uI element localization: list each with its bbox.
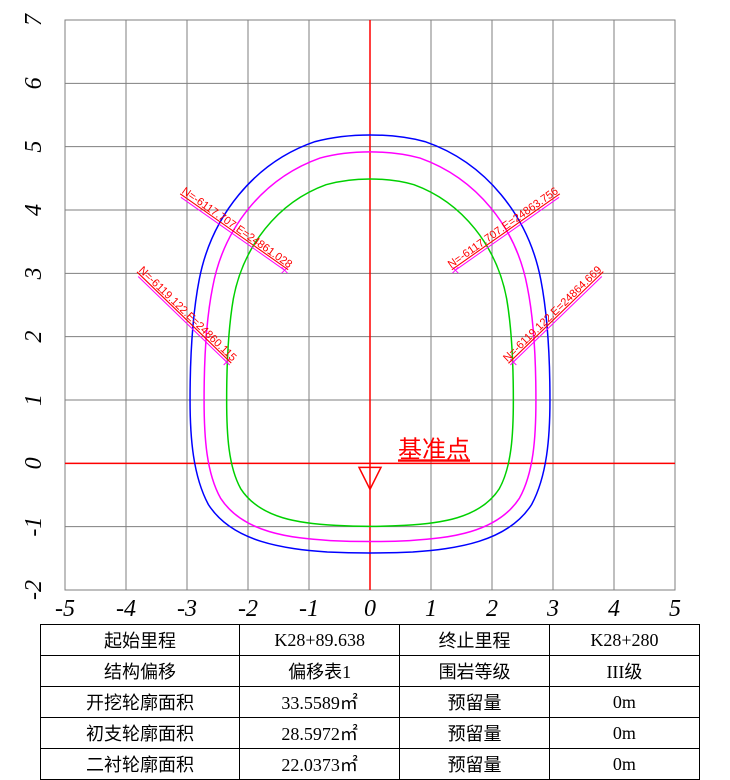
table-cell: 预留量 [400, 687, 550, 718]
svg-text:4: 4 [21, 204, 47, 216]
svg-text:2: 2 [21, 331, 47, 343]
table-cell: 22.0373㎡ [240, 749, 400, 780]
svg-text:0: 0 [21, 457, 47, 469]
info-table: 起始里程K28+89.638终止里程K28+280结构偏移偏移表1围岩等级III… [40, 624, 700, 780]
svg-text:3: 3 [21, 267, 47, 280]
y-tick-label: -1 [21, 517, 47, 537]
x-tick-label: 4 [608, 596, 620, 622]
x-tick-label: -2 [238, 596, 258, 622]
table-row: 起始里程K28+89.638终止里程K28+280 [41, 625, 700, 656]
y-tick-label: 7 [21, 13, 47, 26]
table-cell: 终止里程 [400, 625, 550, 656]
svg-text:1: 1 [21, 394, 47, 406]
table-row: 结构偏移偏移表1围岩等级III级 [41, 656, 700, 687]
table-cell: 预留量 [400, 718, 550, 749]
datum-label: 基准点 [398, 436, 470, 463]
y-tick-label: 1 [21, 394, 47, 406]
svg-text:5: 5 [21, 141, 47, 153]
table-cell: 0m [549, 749, 699, 780]
y-tick-label: 6 [21, 77, 47, 89]
svg-text:-1: -1 [21, 517, 47, 537]
table-cell: III级 [549, 656, 699, 687]
table-cell: K28+89.638 [240, 625, 400, 656]
y-tick-label: 2 [21, 331, 47, 343]
x-tick-label: 2 [486, 596, 498, 622]
x-tick-label: -5 [55, 596, 75, 622]
figure-container: -5-4-3-2-1012345-2-101234567基准点N=-6117.7… [0, 0, 730, 769]
svg-text:-2: -2 [21, 580, 47, 600]
plot-svg: -5-4-3-2-1012345-2-101234567基准点N=-6117.7… [0, 0, 730, 624]
svg-text:7: 7 [21, 13, 47, 26]
table-cell: 初支轮廓面积 [41, 718, 240, 749]
y-tick-label: -2 [21, 580, 47, 600]
table-cell: 28.5972㎡ [240, 718, 400, 749]
table-row: 初支轮廓面积28.5972㎡预留量0m [41, 718, 700, 749]
x-tick-label: 5 [669, 596, 681, 622]
table-cell: 偏移表1 [240, 656, 400, 687]
y-tick-label: 0 [21, 457, 47, 469]
table-cell: 33.5589㎡ [240, 687, 400, 718]
table-cell: K28+280 [549, 625, 699, 656]
table-cell: 预留量 [400, 749, 550, 780]
table-row: 开挖轮廓面积33.5589㎡预留量0m [41, 687, 700, 718]
x-tick-label: 0 [364, 596, 376, 622]
table-cell: 起始里程 [41, 625, 240, 656]
table-cell: 开挖轮廓面积 [41, 687, 240, 718]
x-tick-label: 1 [425, 596, 437, 622]
y-tick-label: 5 [21, 141, 47, 153]
table-cell: 围岩等级 [400, 656, 550, 687]
y-tick-label: 4 [21, 204, 47, 216]
x-tick-label: -3 [177, 596, 197, 622]
y-tick-label: 3 [21, 267, 47, 280]
table-cell: 结构偏移 [41, 656, 240, 687]
x-tick-label: -4 [116, 596, 136, 622]
x-tick-label: -1 [299, 596, 319, 622]
table-row: 二衬轮廓面积22.0373㎡预留量0m [41, 749, 700, 780]
table-cell: 0m [549, 718, 699, 749]
svg-text:6: 6 [21, 77, 47, 89]
table-cell: 二衬轮廓面积 [41, 749, 240, 780]
table-cell: 0m [549, 687, 699, 718]
x-tick-label: 3 [546, 596, 559, 622]
